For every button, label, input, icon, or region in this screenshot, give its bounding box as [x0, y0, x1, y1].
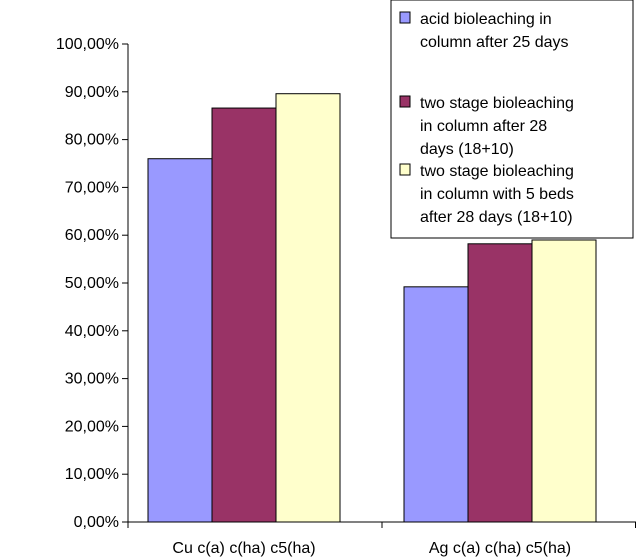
legend-label-2: two stage bioleaching	[420, 95, 574, 112]
chart-bars	[147, 93, 597, 523]
bar-2-ag	[467, 243, 533, 523]
y-tick-label: 20,00%	[65, 418, 119, 435]
legend-box	[390, 0, 634, 239]
legend-swatch-1	[399, 11, 411, 24]
legend-label-2: in column after 28	[420, 118, 547, 135]
bar-1-cu	[147, 158, 213, 523]
bar-3-cu	[275, 93, 341, 523]
y-tick-label: 90,00%	[65, 84, 119, 101]
legend-swatch-3	[399, 163, 411, 176]
legend-label-3: after 28 days (18+10)	[420, 209, 573, 226]
legend-swatch-2	[399, 95, 411, 108]
legend-label-1: column after 25 days	[420, 34, 569, 51]
bar-1-ag	[403, 286, 469, 523]
legend-label-3: two stage bioleaching	[420, 163, 574, 180]
y-tick-label: 70,00%	[65, 179, 119, 196]
x-category-label: Cu c(a) c(ha) c5(ha)	[172, 540, 315, 557]
y-tick-label: 10,00%	[65, 466, 119, 483]
y-tick-label: 40,00%	[65, 323, 119, 340]
x-category-label: Ag c(a) c(ha) c5(ha)	[429, 540, 571, 557]
y-tick-label: 100,00%	[56, 36, 119, 53]
legend-label-3: in column with 5 beds	[420, 186, 574, 203]
y-tick-label: 50,00%	[65, 275, 119, 292]
chart-axes: 0,00% 10,00% 20,00% 30,00% 40,00% 50,00% 60,00…	[56, 36, 636, 557]
y-tick-label: 80,00%	[65, 132, 119, 149]
legend-label-1: acid bioleaching in	[420, 11, 552, 28]
y-tick-label: 30,00%	[65, 371, 119, 388]
chart-legend: acid bioleaching in column after 25 days t…	[390, 0, 634, 239]
y-tick-label: 60,00%	[65, 227, 119, 244]
legend-label-2: days (18+10)	[420, 141, 514, 158]
bar-3-ag	[531, 239, 597, 523]
y-tick-label: 0,00%	[74, 514, 119, 531]
bar-2-cu	[211, 107, 277, 523]
